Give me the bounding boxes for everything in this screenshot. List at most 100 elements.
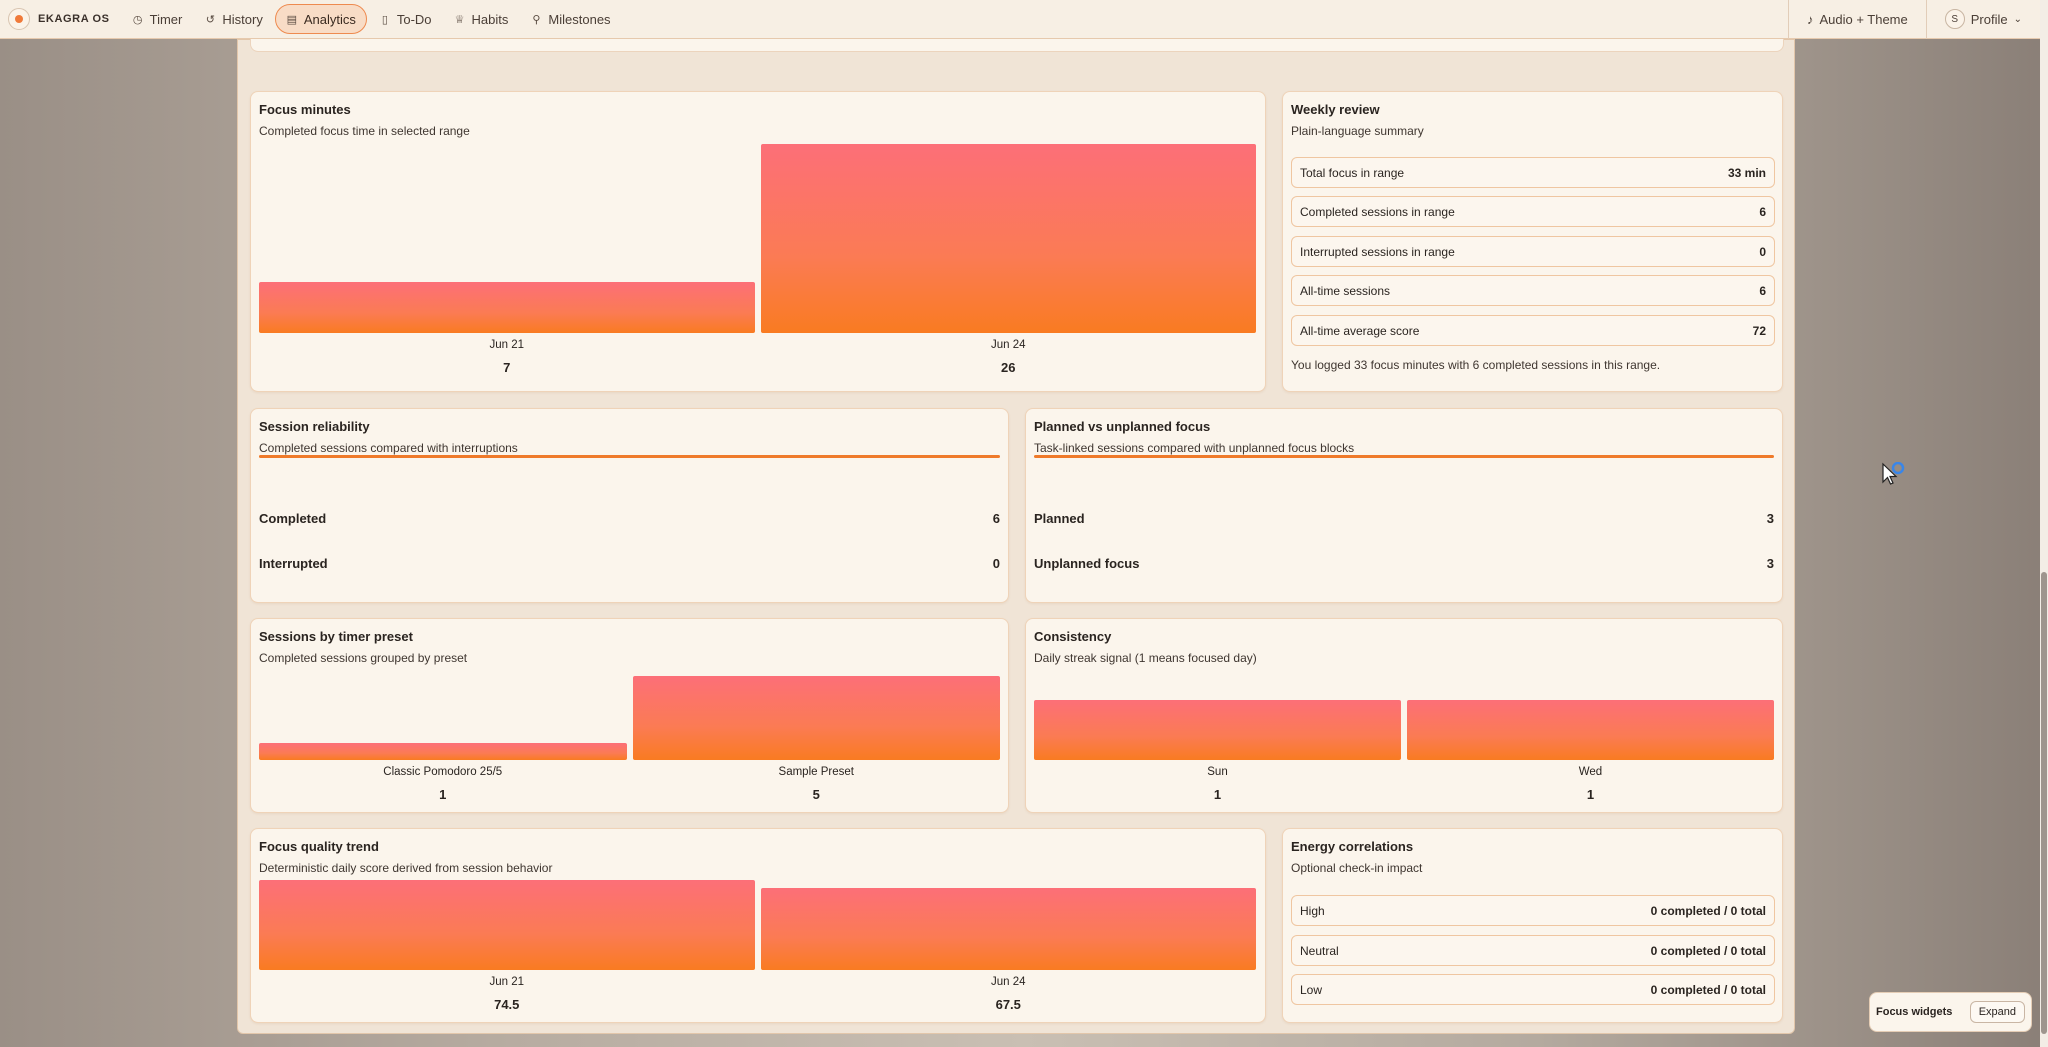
stat-completed-sessions: Completed sessions in range 6 [1291,196,1775,227]
row-label: Planned [1034,511,1085,526]
avatar: S [1944,9,1965,29]
chart-bar [259,880,755,970]
card-title: Consistency [1034,629,1112,644]
nav-history[interactable]: ↺ History [194,4,272,34]
nav-habits[interactable]: ♕ Habits [444,4,519,34]
brand[interactable]: EKAGRA OS [0,8,110,30]
energy-neutral-row: Neutral 0 completed / 0 total [1291,935,1775,966]
audio-theme-label: Audio + Theme [1819,11,1908,27]
chart-bar [760,144,1256,333]
top-navigation: EKAGRA OS ◷ Timer ↺ History ▤ Analytics ▯ To… [0,0,2040,39]
card-subtitle: Deterministic daily score derived from s… [259,861,553,875]
row-value: 0 [992,556,1000,571]
chart-bar [259,282,755,333]
weekly-review-card: Weekly review Plain-language summary Tot… [1282,91,1783,392]
planned-ratio-bar [1034,455,1774,458]
chart-value-label: 1 [1586,787,1595,802]
stat-label: All-time sessions [1300,283,1391,298]
chart-category-label: Sun [1207,766,1228,778]
card-subtitle: Daily streak signal (1 means focused day… [1034,651,1257,665]
card-title: Focus quality trend [259,839,379,854]
row-value: 3 [1766,556,1774,571]
stat-value: 6 [1759,204,1766,219]
focus-quality-trend-card: Focus quality trend Deterministic daily … [250,828,1266,1023]
nav-todo[interactable]: ▯ To-Do [369,4,442,34]
nav-milestones[interactable]: ⚲ Milestones [520,4,620,34]
top-right-controls: ♪ Audio + Theme S Profile ⌄ [1787,0,2040,39]
chart-category-label: Jun 21 [489,976,525,988]
stat-label: Total focus in range [1300,165,1405,180]
habits-icon: ♕ [454,13,465,26]
brand-logo-icon [8,8,30,30]
chart-value-label: 67.5 [995,997,1021,1012]
card-subtitle: Completed focus time in selected range [259,124,470,138]
audio-theme-button[interactable]: ♪ Audio + Theme [1789,12,1926,27]
stat-value: 6 [1759,283,1766,298]
card-title: Energy correlations [1291,839,1414,854]
chart-category-label: Wed [1578,766,1603,778]
card-subtitle: Completed sessions compared with interru… [259,441,518,455]
timer-icon: ◷ [132,13,143,26]
nav-label: Analytics [303,11,356,27]
unplanned-row: Unplanned focus 3 [1034,556,1774,571]
nav-label: To-Do [396,11,432,27]
divider [1787,0,1789,39]
scrollbar-thumb[interactable] [2041,572,2047,1034]
chart-category-label: Sample Preset [778,766,854,778]
stat-label: All-time average score [1300,323,1420,338]
weekly-summary-text: You logged 33 focus minutes with 6 compl… [1291,358,1661,372]
previous-card-bottom [250,39,1784,52]
stat-value: 72 [1752,323,1766,338]
card-title: Session reliability [259,419,370,434]
chart-value-label: 26 [1001,360,1016,375]
energy-correlations-card: Energy correlations Optional check-in im… [1282,828,1783,1023]
card-subtitle: Completed sessions grouped by preset [259,651,468,665]
row-value: 0 completed / 0 total [1650,903,1766,918]
card-subtitle: Optional check-in impact [1291,861,1423,875]
stat-all-time-sessions: All-time sessions 6 [1291,275,1775,306]
focus-minutes-card: Focus minutes Completed focus time in se… [250,91,1266,392]
energy-low-row: Low 0 completed / 0 total [1291,974,1775,1005]
chart-bar [760,888,1256,970]
chart-category-label: Classic Pomodoro 25/5 [383,766,503,778]
chart-bar [632,676,1000,760]
card-subtitle: Plain-language summary [1291,124,1424,138]
chevron-down-icon: ⌄ [2013,13,2022,25]
sessions-by-preset-card: Sessions by timer preset Completed sessi… [250,618,1009,813]
analytics-icon: ▤ [286,13,298,26]
card-title: Focus minutes [259,102,351,117]
stat-value: 0 [1759,244,1766,259]
row-label: Low [1300,982,1323,997]
divider [1925,0,1927,39]
session-reliability-card: Session reliability Completed sessions c… [250,408,1009,603]
chart-category-label: Jun 21 [489,339,525,351]
stat-label: Interrupted sessions in range [1300,244,1455,259]
chart-value-label: 1 [439,787,447,802]
nav-analytics[interactable]: ▤ Analytics [274,4,367,34]
stat-label: Completed sessions in range [1300,204,1455,219]
planned-row: Planned 3 [1034,511,1774,526]
page-scrollbar[interactable] [2040,0,2048,1047]
planned-vs-unplanned-card: Planned vs unplanned focus Task-linked s… [1025,408,1783,603]
chart-category-label: Jun 24 [990,976,1026,988]
stat-value: 33 min [1727,165,1766,180]
music-note-icon: ♪ [1806,11,1814,27]
chart-value-label: 74.5 [494,997,520,1012]
nav-label: Habits [471,11,509,27]
stat-total-focus: Total focus in range 33 min [1291,157,1775,188]
profile-button[interactable]: S Profile ⌄ [1927,9,2040,29]
expand-button[interactable]: Expand [1969,1001,2025,1023]
card-title: Planned vs unplanned focus [1034,419,1211,434]
nav-label: History [222,11,263,27]
focus-widgets-panel: Focus widgets Expand [1869,992,2032,1032]
energy-high-row: High 0 completed / 0 total [1291,895,1775,926]
todo-icon: ▯ [381,13,388,26]
nav-timer[interactable]: ◷ Timer [122,4,193,34]
row-value: 6 [992,511,1000,526]
row-label: High [1300,903,1325,918]
stat-interrupted-sessions: Interrupted sessions in range 0 [1291,236,1775,267]
card-subtitle: Task-linked sessions compared with unpla… [1034,441,1355,455]
milestones-icon: ⚲ [532,13,541,26]
history-icon: ↺ [205,13,215,26]
stat-average-score: All-time average score 72 [1291,315,1775,346]
